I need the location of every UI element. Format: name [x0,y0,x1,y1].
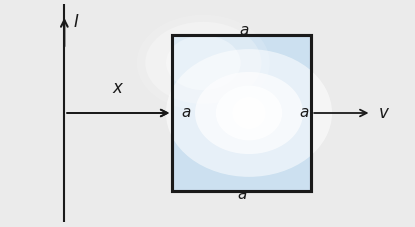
Ellipse shape [232,98,266,129]
Text: $v$: $v$ [378,105,390,122]
Text: $a$: $a$ [299,105,309,119]
Ellipse shape [137,16,270,111]
Bar [172,36,311,191]
Text: $I$: $I$ [73,14,79,31]
Ellipse shape [166,50,332,177]
Ellipse shape [145,23,261,104]
Text: $a$: $a$ [237,187,247,201]
Text: $x$: $x$ [112,79,124,96]
Ellipse shape [216,86,282,141]
Text: $a$: $a$ [239,24,249,37]
Text: $a$: $a$ [181,105,191,119]
Ellipse shape [195,73,303,154]
Bar [172,36,311,191]
Ellipse shape [166,36,241,91]
